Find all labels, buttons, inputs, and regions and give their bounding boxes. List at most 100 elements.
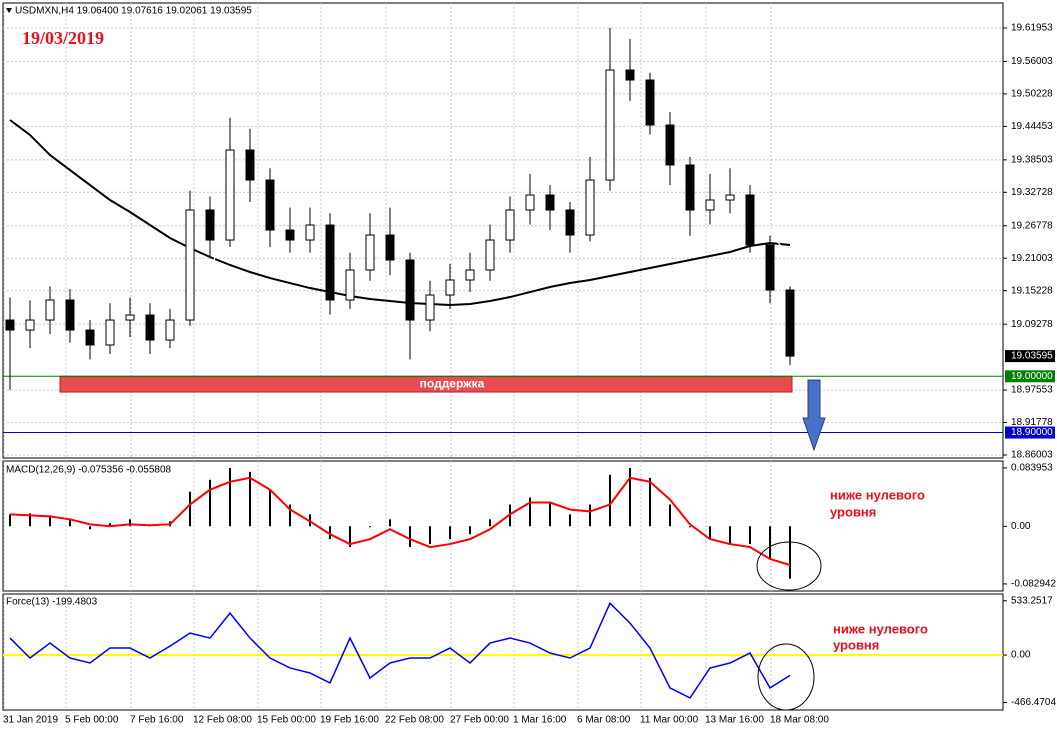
candle-body <box>725 194 735 201</box>
histogram-bar <box>389 519 391 527</box>
y-tick-label: 19.15228 <box>1011 285 1053 296</box>
candle-body <box>5 319 15 331</box>
y-tick-label: 19.09278 <box>1011 319 1053 330</box>
histogram-bar <box>69 519 71 527</box>
histogram-bar <box>369 526 371 528</box>
x-tick-label: 1 Mar 16:00 <box>513 715 567 726</box>
candle-body <box>265 179 275 231</box>
histogram-bar <box>9 514 11 527</box>
candle-body <box>305 224 315 241</box>
histogram-bar <box>709 526 711 540</box>
histogram-bar <box>789 526 791 579</box>
x-tick-label: 27 Feb 00:00 <box>450 715 509 726</box>
x-tick-label: 22 Feb 08:00 <box>385 715 444 726</box>
candle-body <box>685 164 695 211</box>
y-tick-label: 19.26778 <box>1011 220 1053 231</box>
candle-body <box>585 179 595 236</box>
signal-line <box>9 476 791 567</box>
candle-body <box>785 289 795 357</box>
candle-body <box>25 319 35 331</box>
candle-body <box>445 279 455 296</box>
x-tick-label: 18 Mar 08:00 <box>770 715 829 726</box>
y-tick-label: 19.44453 <box>1011 121 1053 132</box>
y-tick-label: 19.50228 <box>1011 89 1053 100</box>
candle-body <box>705 199 715 211</box>
candle-body <box>645 79 655 126</box>
x-tick-label: 19 Feb 16:00 <box>320 715 379 726</box>
candle-body <box>285 229 295 241</box>
histogram-bar <box>89 526 91 530</box>
candle-body <box>745 194 755 246</box>
y-tick-label: 19.38503 <box>1011 154 1053 165</box>
x-tick-label: 31 Jan 2019 <box>3 715 58 726</box>
y-tick-label: -0.082942 <box>1011 579 1056 590</box>
candle-body <box>365 234 375 271</box>
x-tick-label: 13 Mar 16:00 <box>705 715 764 726</box>
candle-body <box>405 259 415 321</box>
moving-average <box>9 114 791 331</box>
candle-body <box>65 299 75 331</box>
moving-average <box>9 119 791 307</box>
histogram-bar <box>489 519 491 527</box>
force-header: Force(13) -199.4803 <box>6 597 98 608</box>
candle-body <box>125 314 135 321</box>
y-tick-label: 18.97553 <box>1011 385 1053 396</box>
y-tick-label: -466.4704 <box>1011 697 1056 708</box>
force-note: уровня <box>833 637 879 652</box>
histogram-bar <box>29 513 31 527</box>
histogram-bar <box>349 526 351 548</box>
histogram-bar <box>109 523 111 527</box>
histogram-bar <box>589 504 591 527</box>
histogram-bar <box>769 526 771 559</box>
y-tick-label: 0.00 <box>1011 521 1031 532</box>
histogram-bar <box>689 526 691 528</box>
x-tick-label: 7 Feb 16:00 <box>130 715 184 726</box>
level-label: 18.90000 <box>1011 427 1053 438</box>
y-tick-label: 18.91778 <box>1011 417 1053 428</box>
candle-body <box>565 209 575 236</box>
y-tick-label: 19.32728 <box>1011 187 1053 198</box>
candle-body <box>105 319 115 346</box>
force-note: ниже нулевого <box>833 621 928 636</box>
candle-body <box>385 234 395 261</box>
x-tick-label: 5 Feb 00:00 <box>65 715 119 726</box>
histogram-bar <box>629 467 631 527</box>
last-price-label: 19.03595 <box>1011 351 1053 362</box>
candle-body <box>205 209 215 241</box>
candle-body <box>185 209 195 321</box>
last-price-box <box>1005 350 1055 363</box>
x-tick-label: 12 Feb 08:00 <box>193 715 252 726</box>
support-label: поддержка <box>420 376 485 390</box>
histogram-bar <box>729 526 731 545</box>
macd-note: ниже нулевого <box>830 487 925 502</box>
candle-body <box>325 224 335 301</box>
candle-body <box>485 239 495 271</box>
histogram-bar <box>289 504 291 527</box>
histogram-bar <box>329 526 331 540</box>
histogram-bar <box>529 497 531 527</box>
candle-body <box>165 319 175 341</box>
histogram-bar <box>609 474 611 527</box>
candle-body <box>665 124 675 166</box>
histogram-bar <box>549 501 551 527</box>
plot-layer: 31 Jan 2019 5 Feb 00:00 7 Feb 16:00 12 Feb … <box>3 3 1056 726</box>
x-tick-label: 6 Mar 08:00 <box>577 715 631 726</box>
candle-body <box>605 69 615 181</box>
histogram-bar <box>469 526 471 535</box>
candle-body <box>525 194 535 211</box>
highlight-ellipse <box>757 643 815 711</box>
y-tick-label: 19.21003 <box>1011 253 1053 264</box>
candle-body <box>425 294 435 321</box>
histogram-bar <box>429 526 431 545</box>
level-label-box <box>1005 426 1055 439</box>
symbol-icon <box>6 8 12 13</box>
histogram-bar <box>229 467 231 527</box>
histogram-bar <box>649 477 651 527</box>
histogram-bar <box>189 491 191 527</box>
level-label: 19.00000 <box>1011 371 1053 382</box>
y-tick-label: 18.86003 <box>1011 450 1053 461</box>
histogram-bar <box>129 519 131 527</box>
price-panel <box>2 2 1004 459</box>
x-tick-label: 11 Mar 00:00 <box>640 715 699 726</box>
